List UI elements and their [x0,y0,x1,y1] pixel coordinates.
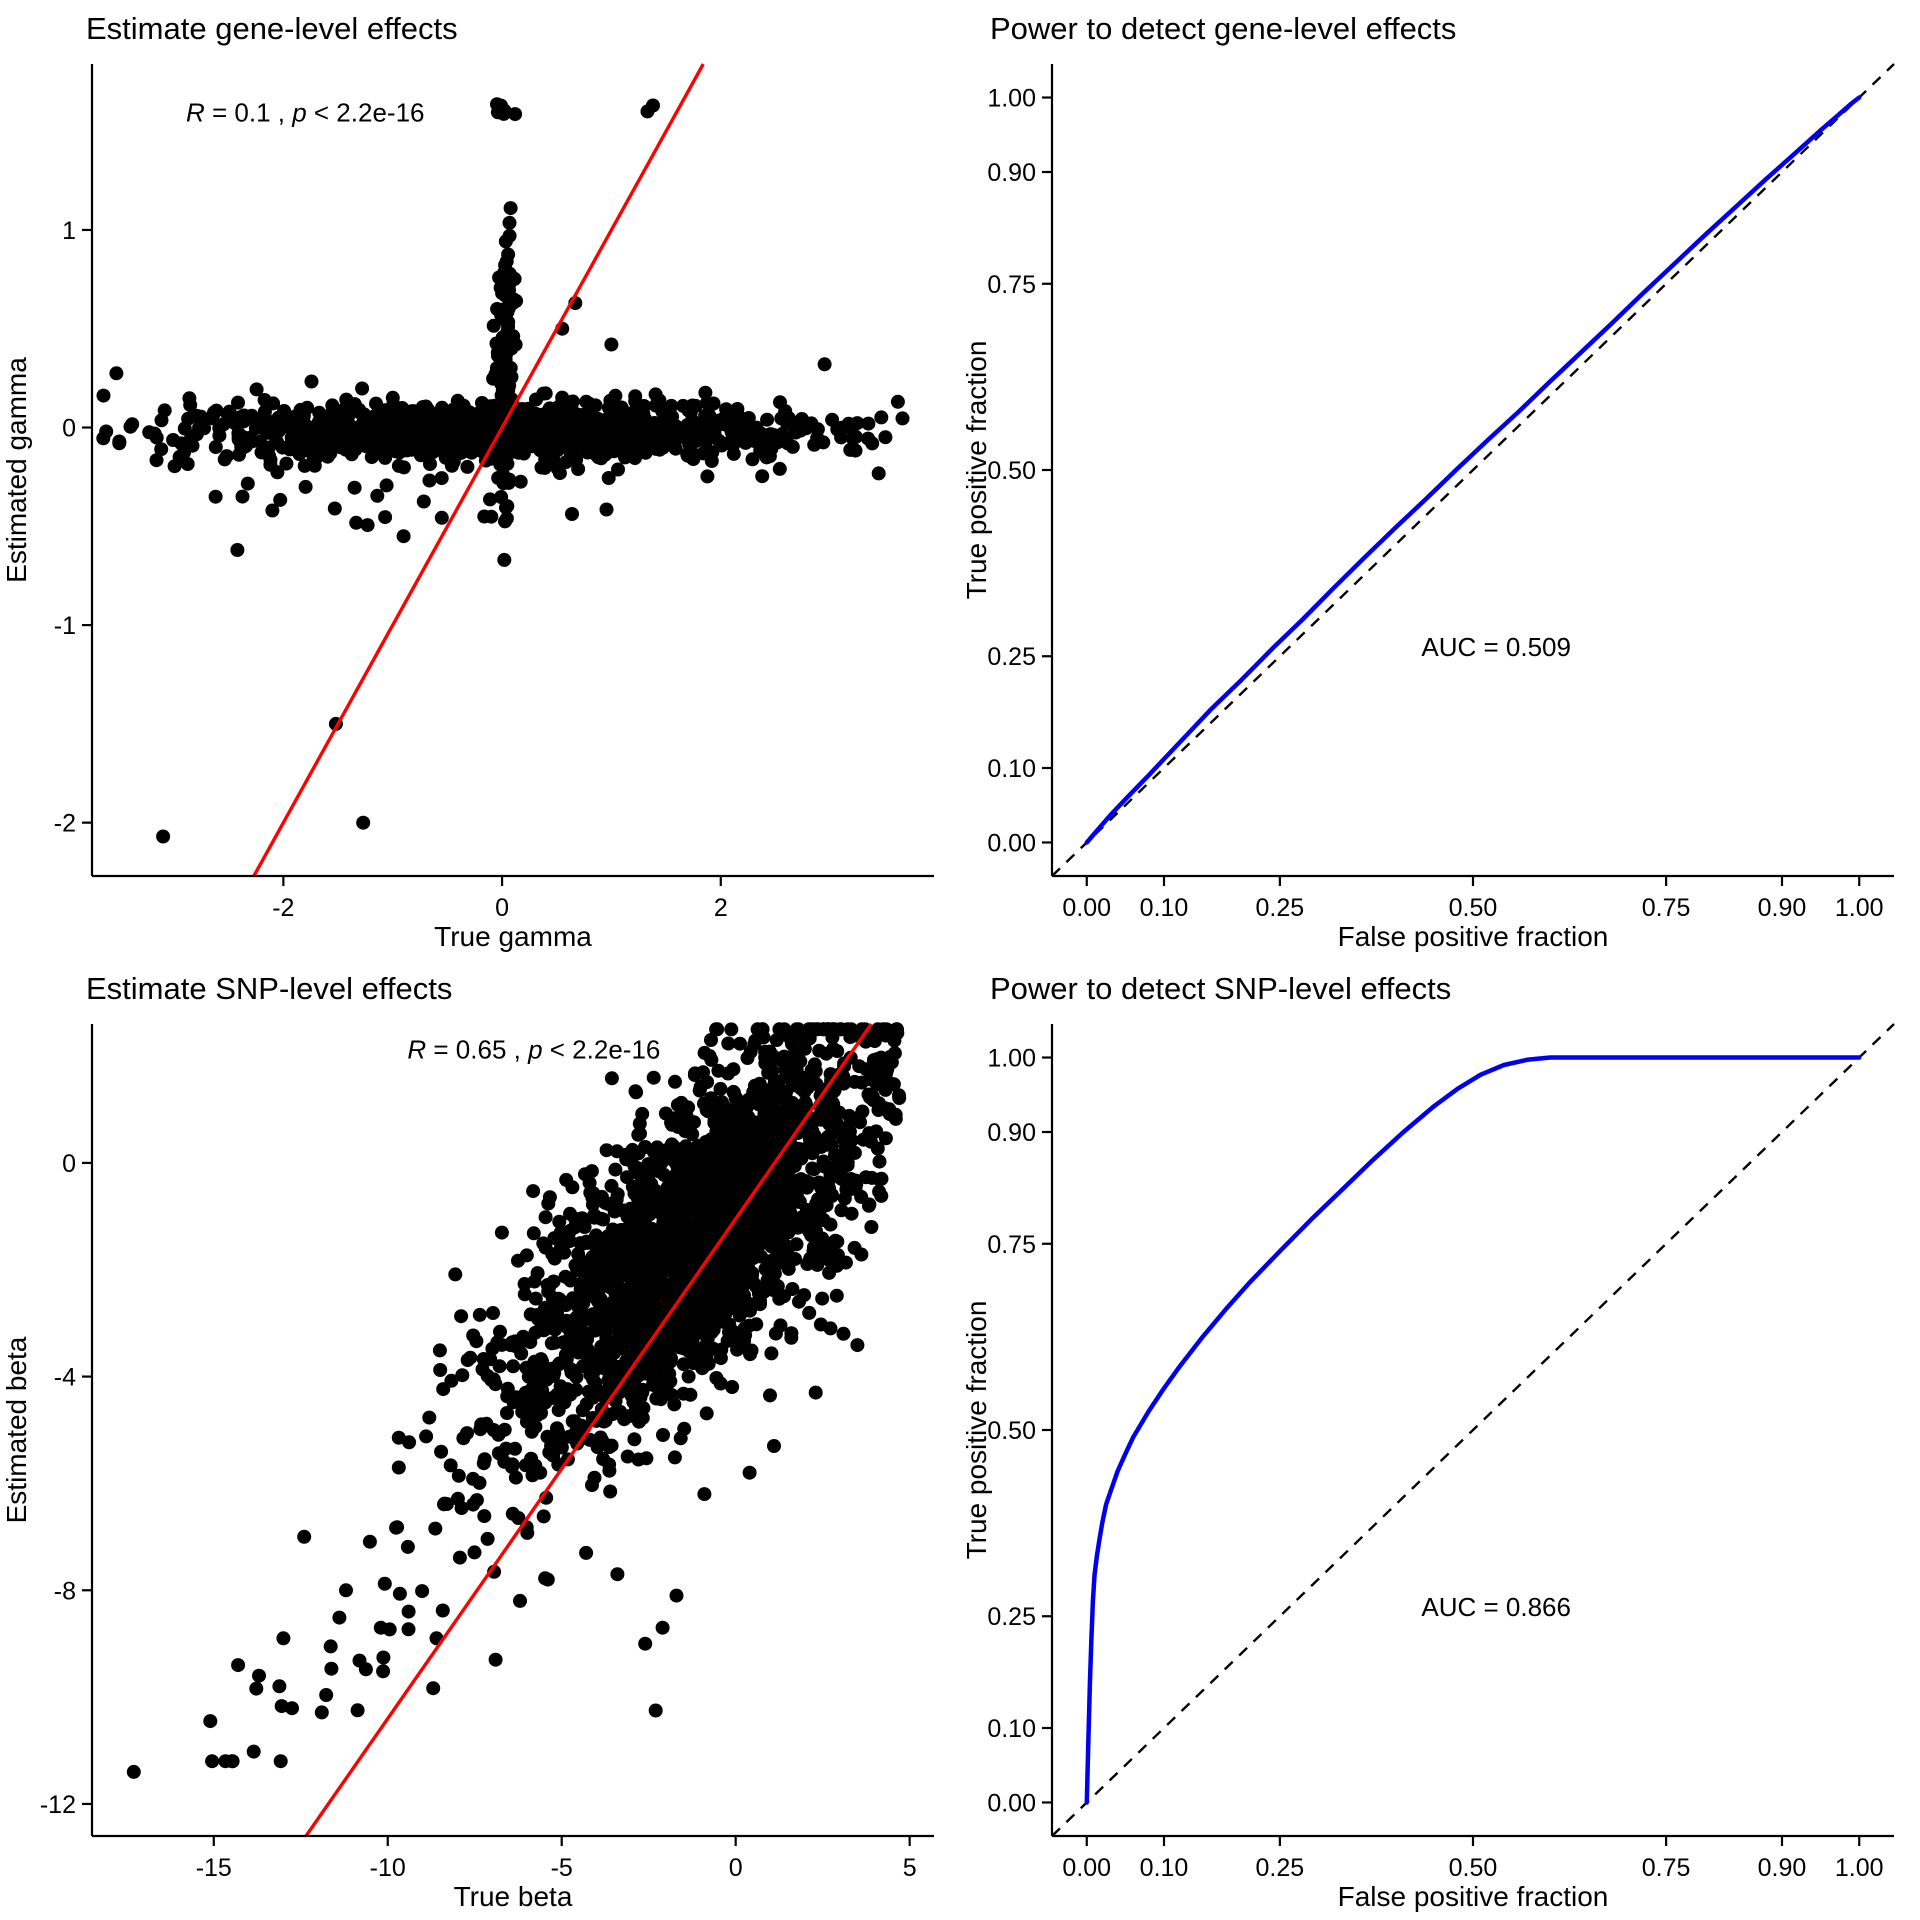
y-axis-label: True positive fraction [961,1301,992,1560]
svg-text:1.00: 1.00 [987,1045,1036,1073]
svg-text:-5: -5 [551,1854,573,1882]
panel-gene-roc: Power to detect gene-level effects 0.00 0… [960,0,1920,960]
svg-text:0: 0 [729,1854,743,1882]
svg-text:0.10: 0.10 [987,1715,1036,1743]
svg-text:1.00: 1.00 [1835,894,1884,922]
chart-title: Power to detect SNP-level effects [990,971,1452,1006]
svg-text:0.50: 0.50 [1449,1854,1498,1882]
svg-text:0.50: 0.50 [987,457,1036,485]
svg-text:0.75: 0.75 [987,1231,1036,1259]
axes: -15 -10 -5 0 5 0 -4 -8 -12 True beta Estimated bet… [1,1024,934,1912]
svg-text:0.50: 0.50 [1449,894,1498,922]
svg-text:1: 1 [62,217,76,245]
x-axis-label: True beta [454,1881,573,1912]
svg-text:0.10: 0.10 [1140,1854,1189,1882]
chart-title: Estimate SNP-level effects [86,971,453,1006]
svg-text:0.00: 0.00 [1062,1854,1111,1882]
y-axis-label: Estimated beta [1,1336,32,1523]
svg-text:0: 0 [62,415,76,443]
snp-effects-scatter-plot: -15 -10 -5 0 5 0 -4 -8 -12 True beta Estimated bet… [1,1022,934,1912]
x-axis-label: False positive fraction [1338,921,1609,952]
svg-text:0.90: 0.90 [1758,894,1807,922]
axes: 0.00 0.10 0.25 0.50 0.75 0.90 1.00 0.00 0.10 0.25… [961,1024,1894,1912]
svg-text:0.00: 0.00 [987,1789,1036,1817]
svg-text:-2: -2 [272,894,294,922]
fit-line [304,1023,873,1837]
annotation: R = 0.1 , p < 2.2e-16 [186,97,425,127]
svg-text:0.25: 0.25 [987,1603,1036,1631]
annotation: AUC = 0.866 [1421,1592,1571,1622]
reference-line [1051,63,1895,877]
panel-gene-scatter: Estimate gene-level effects -2 0 2 -2 -1 0 1 Tr… [0,0,960,960]
svg-text:0.90: 0.90 [987,159,1036,187]
svg-text:0.75: 0.75 [1642,1854,1691,1882]
points-layer [96,97,910,844]
x-axis-label: False positive fraction [1338,1881,1609,1912]
roc-curve [1084,95,1862,845]
svg-text:0.90: 0.90 [1758,1854,1807,1882]
svg-text:-10: -10 [370,1854,406,1882]
y-axis-label: True positive fraction [961,341,992,600]
svg-text:5: 5 [903,1854,917,1882]
svg-text:0.75: 0.75 [1642,894,1691,922]
annotation: AUC = 0.509 [1421,632,1571,662]
snp-effects-roc-plot: 0.00 0.10 0.25 0.50 0.75 0.90 1.00 0.00 0.10 0.25… [961,1023,1895,1912]
svg-text:0.10: 0.10 [987,755,1036,783]
annotation: R = 0.65 , p < 2.2e-16 [407,1035,660,1065]
panel-snp-scatter: Estimate SNP-level effects -15 -10 -5 0 5 0 -4… [0,960,960,1920]
chart-title: Estimate gene-level effects [86,11,458,46]
svg-text:0.25: 0.25 [987,643,1036,671]
svg-text:0.10: 0.10 [1140,894,1189,922]
svg-text:-8: -8 [54,1577,76,1605]
fit-line [252,63,705,877]
svg-text:-15: -15 [196,1854,232,1882]
y-axis-label: Estimated gamma [1,357,32,583]
reference-line [1051,1023,1895,1837]
axes: -2 0 2 -2 -1 0 1 True gamma Estimated gamma [1,64,934,952]
svg-text:1.00: 1.00 [987,85,1036,113]
svg-text:-12: -12 [40,1791,76,1819]
chart-title: Power to detect gene-level effects [990,11,1457,46]
svg-text:0: 0 [62,1150,76,1178]
svg-text:0: 0 [495,894,509,922]
svg-text:-2: -2 [54,810,76,838]
roc-curve [1084,1055,1862,1805]
svg-text:0.25: 0.25 [1256,1854,1305,1882]
svg-text:-4: -4 [54,1364,76,1392]
svg-text:-1: -1 [54,612,76,640]
svg-text:1.00: 1.00 [1835,1854,1884,1882]
svg-text:0.00: 0.00 [1062,894,1111,922]
axes: 0.00 0.10 0.25 0.50 0.75 0.90 1.00 0.00 0.10 0.25… [961,64,1894,952]
svg-text:0.75: 0.75 [987,271,1036,299]
gene-effects-roc-plot: 0.00 0.10 0.25 0.50 0.75 0.90 1.00 0.00 0.10 0.25… [961,63,1895,952]
svg-text:2: 2 [714,894,728,922]
svg-text:0.90: 0.90 [987,1119,1036,1147]
x-axis-label: True gamma [434,921,592,952]
panel-snp-roc: Power to detect SNP-level effects 0.00 0.… [960,960,1920,1920]
points-layer [126,1022,907,1779]
gene-effects-scatter-plot: -2 0 2 -2 -1 0 1 True gamma Estimated gamma R = 0… [1,63,934,952]
svg-text:0.00: 0.00 [987,829,1036,857]
svg-text:0.25: 0.25 [1256,894,1305,922]
svg-text:0.50: 0.50 [987,1417,1036,1445]
